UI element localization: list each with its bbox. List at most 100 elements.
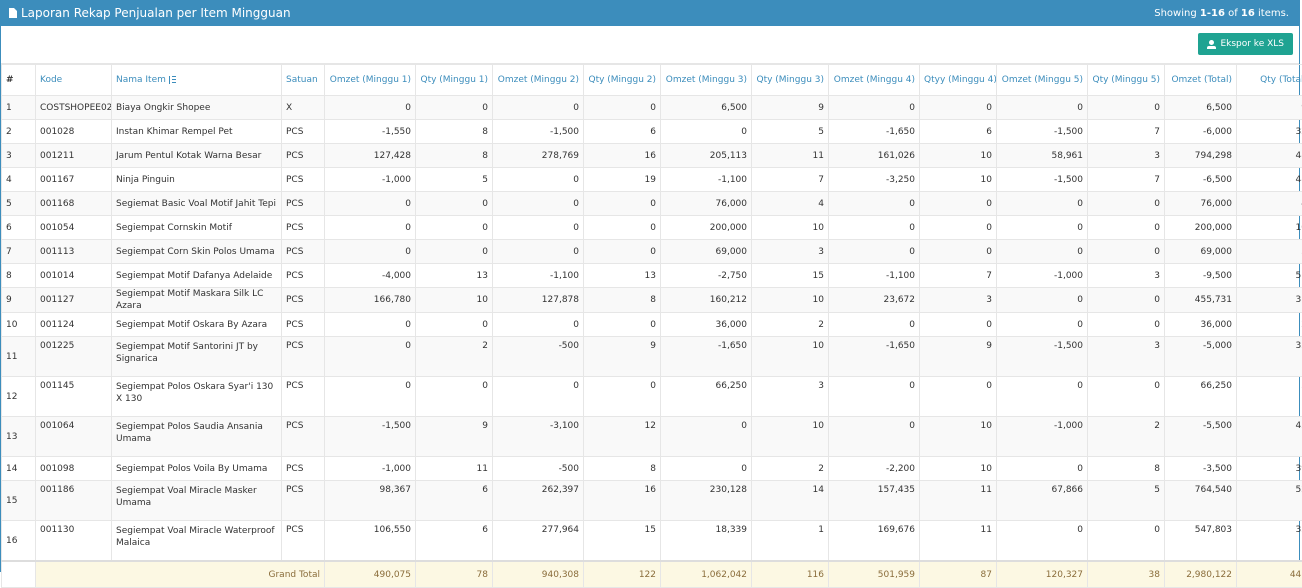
omzet-total-cell: 547,803 (1165, 521, 1237, 562)
column-header-nama-item[interactable]: Nama Item (112, 65, 282, 96)
qty-week-5-cell: 0 (1088, 216, 1165, 240)
omzet-week-5-cell: -1,500 (997, 120, 1088, 144)
omzet-total-cell: 794,298 (1165, 144, 1237, 168)
grand-total-qty-week-2: 122 (584, 561, 661, 588)
omzet-week-1-cell: -1,550 (325, 120, 416, 144)
qty-total-cell: 10 (1237, 216, 1302, 240)
row-number-cell: 16 (2, 521, 36, 562)
item-code-cell: 001113 (36, 240, 112, 264)
unit-cell: PCS (282, 120, 325, 144)
omzet-week-4-cell: -2,200 (829, 457, 920, 481)
unit-cell: PCS (282, 337, 325, 377)
column-header-qty-minggu-5[interactable]: Qty (Minggu 5) (1088, 65, 1165, 96)
qty-week-4-cell: 0 (920, 192, 997, 216)
qty-total-cell: 2 (1237, 313, 1302, 337)
qty-week-1-cell: 10 (416, 288, 493, 313)
column-header-qty-minggu-1[interactable]: Qty (Minggu 1) (416, 65, 493, 96)
omzet-week-5-cell: 0 (997, 240, 1088, 264)
column-header-omzet-total[interactable]: Omzet (Total) (1165, 65, 1237, 96)
item-code-cell: 001186 (36, 481, 112, 521)
qty-week-1-cell: 8 (416, 144, 493, 168)
grand-total-label: Grand Total (36, 561, 325, 588)
omzet-total-cell: 76,000 (1165, 192, 1237, 216)
column-header-kode[interactable]: Kode (36, 65, 112, 96)
omzet-week-2-cell: -500 (493, 457, 584, 481)
row-number-cell: 5 (2, 192, 36, 216)
grand-total-omzet-week-5: 120,327 (997, 561, 1088, 588)
column-header-omzet-minggu-1[interactable]: Omzet (Minggu 1) (325, 65, 416, 96)
omzet-week-5-cell: 0 (997, 313, 1088, 337)
qty-total-cell: 9 (1237, 96, 1302, 120)
qty-week-2-cell: 13 (584, 264, 661, 288)
qty-total-cell: 4 (1237, 192, 1302, 216)
omzet-week-5-cell: 0 (997, 96, 1088, 120)
unit-cell: PCS (282, 216, 325, 240)
omzet-week-1-cell: 106,550 (325, 521, 416, 562)
column-header-omzet-minggu-2[interactable]: Omzet (Minggu 2) (493, 65, 584, 96)
qty-week-2-cell: 12 (584, 417, 661, 457)
omzet-week-1-cell: 0 (325, 216, 416, 240)
omzet-week-4-cell: 0 (829, 377, 920, 417)
summary-total: 16 (1241, 8, 1255, 19)
qty-week-2-cell: 9 (584, 337, 661, 377)
row-number-cell: 6 (2, 216, 36, 240)
column-header-omzet-minggu-4[interactable]: Omzet (Minggu 4) (829, 65, 920, 96)
omzet-total-cell: 36,000 (1165, 313, 1237, 337)
omzet-week-4-cell: -1,100 (829, 264, 920, 288)
omzet-total-cell: -5,500 (1165, 417, 1237, 457)
qty-week-1-cell: 9 (416, 417, 493, 457)
qty-total-cell: 43 (1237, 417, 1302, 457)
qty-week-3-cell: 10 (752, 337, 829, 377)
pagination-summary: Showing 1-16 of 16 items. (1154, 8, 1289, 19)
item-code-cell: 001064 (36, 417, 112, 457)
item-name-cell: Segiempat Cornskin Motif (112, 216, 282, 240)
omzet-week-3-cell: 200,000 (661, 216, 752, 240)
grand-total-omzet-week-3: 1,062,042 (661, 561, 752, 588)
column-header-satuan[interactable]: Satuan (282, 65, 325, 96)
qty-total-cell: 33 (1237, 337, 1302, 377)
qty-week-4-cell: 0 (920, 313, 997, 337)
qty-week-5-cell: 3 (1088, 264, 1165, 288)
omzet-week-4-cell: 0 (829, 192, 920, 216)
qty-total-cell: 51 (1237, 264, 1302, 288)
panel-title-text: Laporan Rekap Penjualan per Item Minggua… (21, 6, 291, 20)
omzet-week-3-cell: 205,113 (661, 144, 752, 168)
column-header-omzet-minggu-5[interactable]: Omzet (Minggu 5) (997, 65, 1088, 96)
qty-week-5-cell: 7 (1088, 168, 1165, 192)
qty-total-cell: 3 (1237, 240, 1302, 264)
qty-week-4-cell: 0 (920, 240, 997, 264)
column-header-qty-minggu-2[interactable]: Qty (Minggu 2) (584, 65, 661, 96)
export-xls-button[interactable]: Ekspor ke XLS (1198, 33, 1293, 55)
omzet-week-4-cell: -1,650 (829, 120, 920, 144)
grand-total-qty-week-5: 38 (1088, 561, 1165, 588)
omzet-week-5-cell: -1,000 (997, 417, 1088, 457)
item-name-cell: Jarum Pentul Kotak Warna Besar (112, 144, 282, 168)
omzet-total-cell: 455,731 (1165, 288, 1237, 313)
column-header-qty-minggu-4[interactable]: Qtyy (Minggu 4) (920, 65, 997, 96)
omzet-week-2-cell: 277,964 (493, 521, 584, 562)
item-name-cell: Segiempat Corn Skin Polos Umama (112, 240, 282, 264)
unit-cell: PCS (282, 144, 325, 168)
omzet-week-2-cell: -3,100 (493, 417, 584, 457)
qty-week-5-cell: 3 (1088, 144, 1165, 168)
omzet-total-cell: -3,500 (1165, 457, 1237, 481)
qty-week-3-cell: 3 (752, 240, 829, 264)
row-number-cell: 4 (2, 168, 36, 192)
unit-cell: PCS (282, 377, 325, 417)
column-header-qty-minggu-3[interactable]: Qty (Minggu 3) (752, 65, 829, 96)
qty-week-1-cell: 0 (416, 377, 493, 417)
column-header-qty-total[interactable]: Qty (Total) (1237, 65, 1302, 96)
qty-week-3-cell: 2 (752, 313, 829, 337)
omzet-week-2-cell: 0 (493, 377, 584, 417)
qty-week-2-cell: 16 (584, 144, 661, 168)
column-header-omzet-minggu-3[interactable]: Omzet (Minggu 3) (661, 65, 752, 96)
item-name-cell: Segiempat Voal Miracle Waterproof Malaic… (112, 521, 282, 562)
